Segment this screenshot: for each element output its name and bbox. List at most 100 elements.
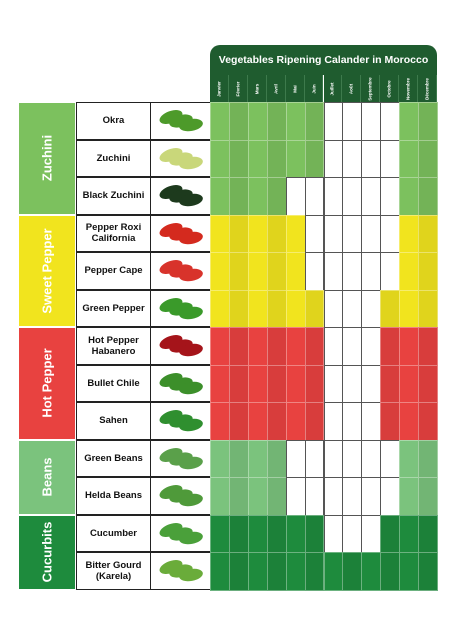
month-cell [285,402,306,441]
group-cell: Hot Pepper [18,327,76,440]
month-cell [228,139,249,178]
month-label: Juin [311,83,317,94]
month-cell [342,177,363,216]
icon-shape [179,456,203,469]
month-cell [247,177,268,216]
month-cell [342,552,363,591]
month-cell [285,514,306,553]
month-label: Décembre [424,77,430,100]
month-cell [266,214,287,253]
month-cell [361,252,382,291]
month-cell [323,102,344,141]
vegetable-icon [159,372,203,394]
item-name: Hot Pepper Habanero [76,327,151,365]
month-cell [266,402,287,441]
month-label: Février [235,80,241,97]
month-cell [247,364,268,403]
item-image [150,289,211,327]
month-cell [228,327,249,366]
month-cell [285,327,306,366]
icon-shape [179,118,203,132]
month-cell [380,552,401,591]
month-cell [228,477,249,516]
month-label: Août [348,83,354,94]
month-cell [380,139,401,178]
item-name: Okra [76,102,151,140]
month-cell [304,214,325,253]
vegetable-icon [159,260,203,282]
month-cell [304,252,325,291]
month-cell [418,252,438,291]
item-name: Pepper Roxi California [76,214,151,252]
month-cell [210,252,230,291]
month-cell [342,439,363,478]
month-label: Avril [273,83,279,94]
month-cell [342,252,363,291]
month-cell [285,439,306,478]
month-header: Juillet [323,75,343,102]
month-cell [361,514,382,553]
month-cell [228,552,249,591]
icon-shape [179,306,203,319]
month-cell [399,252,420,291]
month-cell [285,102,306,141]
month-cell [342,477,363,516]
item-name: Bullet Chile [76,364,151,402]
month-cell [342,214,363,253]
item-image [150,364,211,402]
month-cell [323,402,344,441]
month-cell [342,102,363,141]
month-cell [285,364,306,403]
month-cell [247,252,268,291]
month-cell [380,439,401,478]
month-cell [342,139,363,178]
month-cell [323,552,344,591]
month-cell [304,402,325,441]
icon-shape [179,493,203,507]
month-label: Mars [254,83,260,94]
month-cell [210,552,230,591]
month-cell [418,102,438,141]
item-image [150,214,211,252]
month-label: Juillet [329,81,335,96]
icon-shape [179,193,203,207]
month-cell [342,514,363,553]
item-name: Helda Beans [76,477,151,515]
month-cell [228,102,249,141]
item-image [150,252,211,290]
month-cell [418,439,438,478]
month-cell [380,252,401,291]
month-cell [247,552,268,591]
month-cell [361,477,382,516]
vegetable-icon [159,447,203,469]
month-cell [380,364,401,403]
month-cell [361,402,382,441]
month-cell [247,514,268,553]
month-cell [399,177,420,216]
month-cell [285,139,306,178]
month-cell [247,439,268,478]
month-cell [247,289,268,328]
month-cell [399,552,420,591]
month-cell [418,364,438,403]
month-cell [418,552,438,591]
month-cell [361,364,382,403]
month-label: Mai [292,84,298,93]
month-cell [323,214,344,253]
month-header: Mars [247,75,267,102]
month-cell [380,102,401,141]
month-cell [399,477,420,516]
vegetable-icon [159,335,203,357]
month-cell [247,327,268,366]
month-cell [399,364,420,403]
month-cell [361,177,382,216]
month-cell [247,402,268,441]
month-cell [323,327,344,366]
month-cell [210,364,230,403]
month-cell [266,552,287,591]
month-cell [266,327,287,366]
group-cell: Cucurbits [18,514,76,590]
month-cell [285,177,306,216]
item-image [150,177,211,215]
group-label: Cucurbits [39,521,55,583]
